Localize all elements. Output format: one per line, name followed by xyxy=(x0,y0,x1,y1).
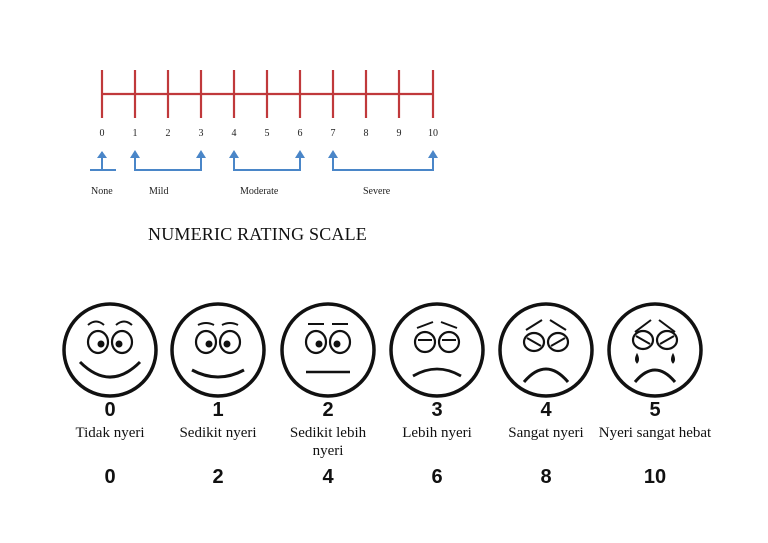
tick-label: 0 xyxy=(99,128,105,139)
face-number: 5 xyxy=(649,399,661,421)
bracket-mild xyxy=(130,150,206,171)
face-caption-1: 1 Sedikit nyeri 2 xyxy=(163,400,273,488)
face-description: Lebih nyeri xyxy=(402,425,472,441)
range-label-none: None xyxy=(91,186,113,197)
range-label-mild: Mild xyxy=(149,186,169,197)
face-caption-0: 0 Tidak nyeri 0 xyxy=(55,400,165,488)
face-score: 0 xyxy=(104,466,116,488)
bracket-moderate xyxy=(229,150,305,171)
tick-label: 2 xyxy=(165,128,171,139)
numeric-scale-graphic xyxy=(90,70,438,171)
slight-frown-face-icon xyxy=(389,302,485,398)
scale-title: NUMERIC RATING SCALE xyxy=(148,224,368,244)
frowning-face-icon xyxy=(498,302,594,398)
neutral-face-icon xyxy=(280,302,376,398)
tick-label: 4 xyxy=(231,128,237,139)
face-caption-2: 2 Sedikit lebih nyeri 4 xyxy=(273,400,383,488)
range-brackets xyxy=(90,150,438,171)
bracket-severe xyxy=(328,150,438,171)
face-description: Tidak nyeri xyxy=(75,425,145,441)
scale-line xyxy=(100,70,435,118)
bracket-none xyxy=(90,151,116,171)
tick-label: 9 xyxy=(396,128,402,139)
face-score: 4 xyxy=(322,466,334,488)
face-score: 8 xyxy=(540,466,552,488)
crying-face-icon xyxy=(607,302,703,398)
smiling-face-icon xyxy=(62,302,158,398)
face-description: Sangat nyeri xyxy=(508,425,584,441)
face-description: Sedikit lebih nyeri xyxy=(289,425,367,459)
face-score: 2 xyxy=(212,466,224,488)
face-description: Nyeri sangat hebat xyxy=(598,425,712,441)
range-label-severe: Severe xyxy=(363,186,391,197)
face-description: Sedikit nyeri xyxy=(179,425,257,441)
face-number: 0 xyxy=(104,399,116,421)
face-caption-4: 4 Sangat nyeri 8 xyxy=(491,400,601,488)
face-caption-3: 3 Lebih nyeri 6 xyxy=(382,400,492,488)
tick-label: 10 xyxy=(428,128,438,139)
tick-label: 8 xyxy=(363,128,369,139)
tick-label: 3 xyxy=(198,128,204,139)
face-number: 3 xyxy=(431,399,443,421)
face-score: 10 xyxy=(643,466,667,488)
tick-label: 7 xyxy=(330,128,336,139)
tick-label: 5 xyxy=(264,128,270,139)
face-number: 4 xyxy=(540,399,552,421)
range-label-moderate: Moderate xyxy=(240,186,279,197)
face-caption-5: 5 Nyeri sangat hebat 10 xyxy=(595,400,715,488)
face-number: 2 xyxy=(322,399,334,421)
face-number: 1 xyxy=(212,399,224,421)
face-score: 6 xyxy=(431,466,443,488)
mild-smile-face-icon xyxy=(170,302,266,398)
tick-label: 1 xyxy=(132,128,138,139)
tick-label: 6 xyxy=(297,128,303,139)
faces-graphic xyxy=(62,302,703,398)
